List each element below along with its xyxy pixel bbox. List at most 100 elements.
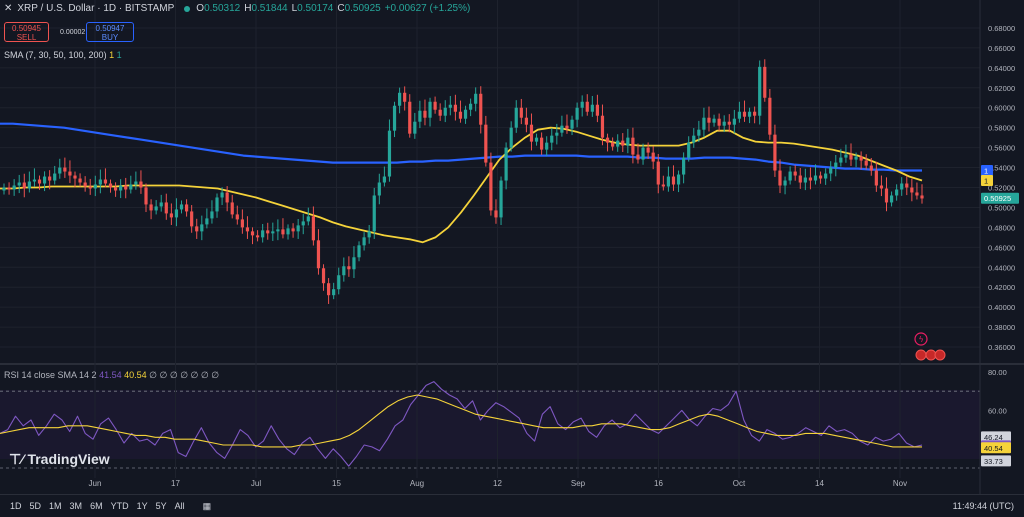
lightning-icon[interactable] [914,332,928,346]
tv-logo-icon: ⊤⁄ [9,451,28,467]
sma-legend[interactable]: SMA (7, 30, 50, 100, 200) 1 1 [4,50,122,60]
close-icon[interactable]: ✕ [4,3,13,14]
range-button-all[interactable]: All [174,501,185,511]
candle-body [311,216,315,241]
rsi-legend-label: RSI 14 close SMA 14 2 [4,370,97,380]
low-value: 0.50174 [297,3,334,14]
sell-button[interactable]: 0.50945 SELL [4,22,49,42]
candle-body [783,180,787,186]
price-tick-label: 0.56000 [988,144,1015,153]
calendar-icon[interactable]: ▦ [202,500,212,511]
time-tick-label: 14 [815,479,824,488]
candle-body [195,226,199,232]
close-value: 0.50925 [344,3,381,14]
range-button-1y[interactable]: 1Y [136,501,148,511]
candle-body [555,132,559,136]
range-button-5y[interactable]: 5Y [155,501,167,511]
candle-body [737,111,742,119]
buy-button[interactable]: 0.50947 BUY [86,22,134,42]
candles [2,59,924,304]
event-icons[interactable]: ϟ [914,332,946,361]
candle-body [585,101,589,112]
candle-body [42,176,47,184]
candle-body [651,152,655,162]
sma-long-line [0,122,922,172]
sma-legend-label: SMA (7, 30, 50, 100, 200) [4,50,107,60]
time-axis[interactable]: Jun 17 Jul 15 Aug 12 Sep 16 Oct 14 Nov [89,479,908,488]
price-marker-label: 40.54 [984,444,1003,453]
time-tick-label: 15 [332,479,341,488]
price-tick-label: 0.36000 [988,343,1015,352]
candle-body [534,137,539,142]
rsi-tick-label: 80.00 [988,368,1007,377]
candle-body [697,129,701,136]
spread-value: 0.00002 [60,29,86,36]
candle-body [489,162,493,211]
symbol-title[interactable]: XRP / U.S. Dollar · 1D · BITSTAMP [17,3,175,14]
candle-body [306,216,310,222]
rsi-legend[interactable]: RSI 14 close SMA 14 2 41.54 40.54 ∅ ∅ ∅ … [4,370,219,381]
price-tick-label: 0.38000 [988,323,1015,332]
sma-legend-v2: 1 [116,50,122,60]
range-button-5d[interactable]: 5D [29,501,42,511]
range-button-3m[interactable]: 3M [69,501,83,511]
candle-body [326,283,331,296]
time-tick-label: Jul [251,479,261,488]
candle-body [413,121,417,134]
candle-body [859,156,863,161]
candle-body [879,185,884,189]
price-tick-label: 0.68000 [988,24,1015,33]
candle-body [727,121,731,125]
candle-body [844,154,848,158]
candle-body [27,181,31,189]
range-button-1d[interactable]: 1D [10,501,22,511]
price-marker-label: 46.24 [984,433,1003,442]
price-axis[interactable]: 0.68000 0.66000 0.64000 0.62000 0.60000 0.580… [988,24,1015,415]
candle-body [895,189,899,196]
time-tick-label: 16 [654,479,663,488]
time-tick-label: Oct [733,479,746,488]
price-tick-label: 0.46000 [988,243,1015,252]
candle-body [32,179,37,182]
open-value: 0.50312 [204,3,241,14]
candle-body [113,187,118,191]
price-marker [981,175,993,187]
price-tick-label: 0.44000 [988,263,1015,272]
clock[interactable]: 11:49:44 (UTC) [952,501,1014,511]
flag-icon-us[interactable] [915,349,927,361]
candle-body [514,107,518,128]
price-tick-label: 0.54000 [988,164,1015,173]
range-button-1m[interactable]: 1M [49,501,62,511]
candle-body [347,266,351,270]
candle-body [494,210,498,218]
candle-body [408,101,412,134]
candle-body [154,206,158,211]
candle-body [915,192,919,196]
candle-body [423,110,427,118]
candle-body [250,231,255,236]
price-marker [981,165,993,177]
candle-body [68,171,72,176]
tradingview-logo[interactable]: ⊤⁄ TradingView [9,451,110,468]
candle-body [78,178,82,183]
candle-body [824,173,828,179]
flag-icon-us-3[interactable] [934,349,946,361]
range-button-ytd[interactable]: YTD [110,501,129,511]
candle-body [453,104,457,112]
candle-body [798,175,802,183]
range-button-6m[interactable]: 6M [90,501,103,511]
candle-body [342,266,346,276]
candle-body [129,184,133,190]
candle-body [504,147,508,181]
time-tick-label: 12 [493,479,502,488]
candle-body [108,183,113,188]
chart-header: ✕ XRP / U.S. Dollar · 1D · BITSTAMP O 0.5… [4,3,474,14]
candle-body [2,187,6,191]
candle-body [103,179,108,184]
candle-body [210,211,214,219]
candle-body [281,229,285,235]
candle-body [600,115,605,138]
candle-body [12,185,16,190]
range-buttons: 1D 5D 1M 3M 6M YTD 1Y 5Y All [0,501,185,511]
